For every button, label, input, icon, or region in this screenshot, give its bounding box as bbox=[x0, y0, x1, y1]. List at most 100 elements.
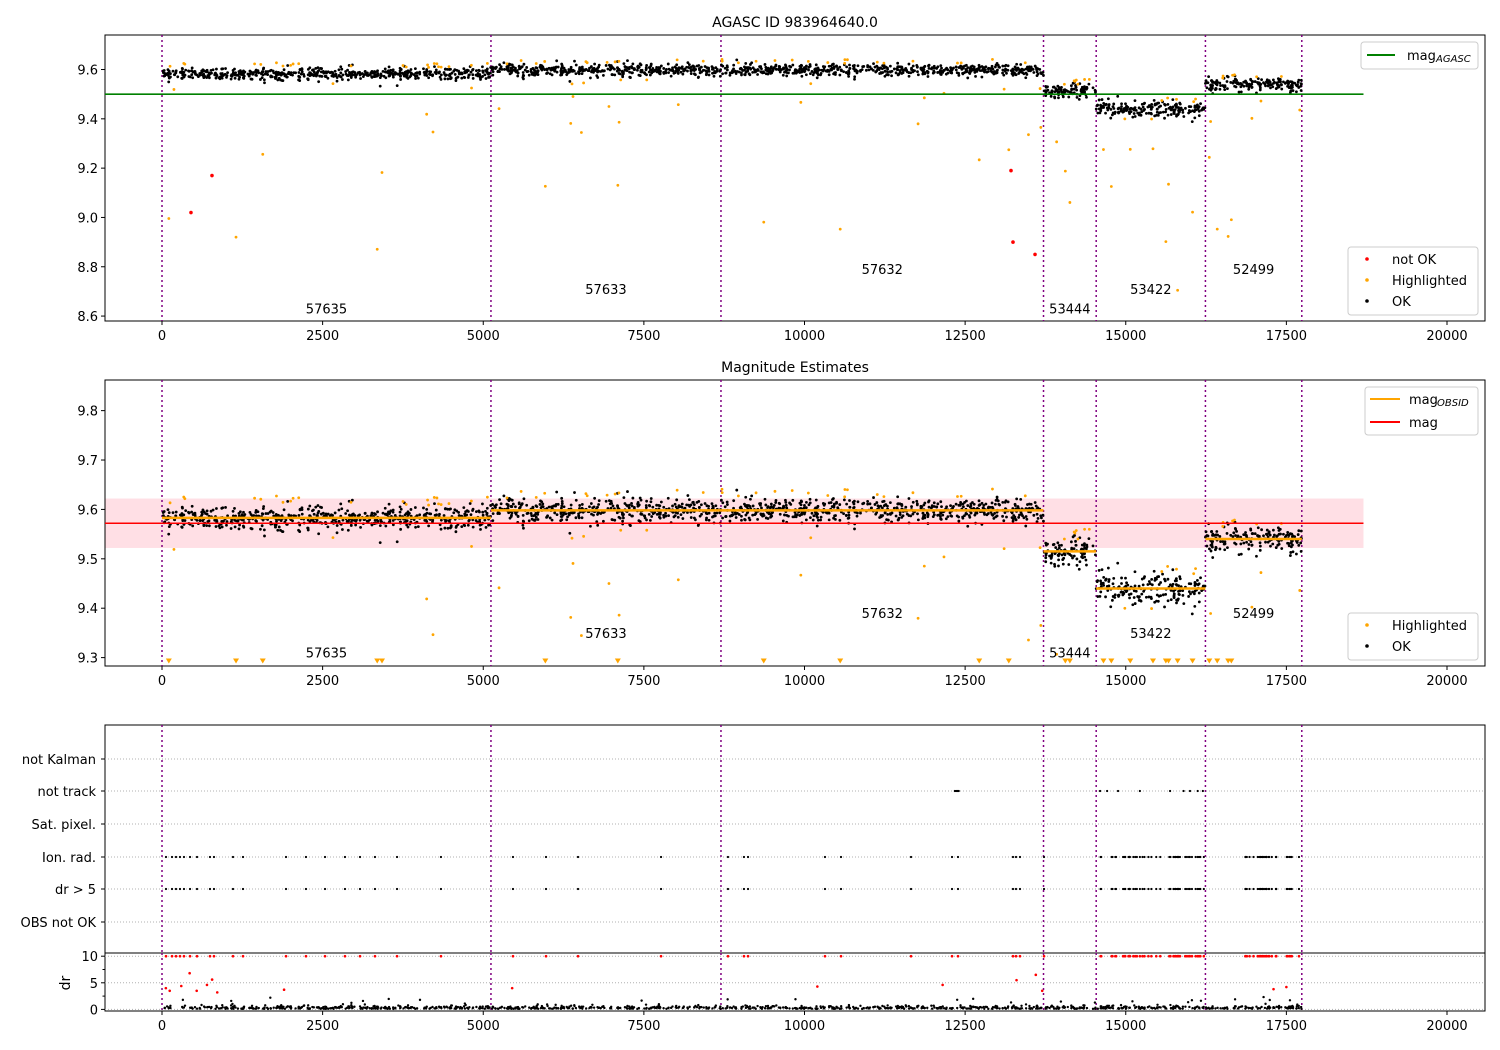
ok-point bbox=[705, 516, 708, 520]
highlighted-point bbox=[1102, 148, 1105, 151]
highlighted-point bbox=[404, 65, 408, 69]
ok-point bbox=[777, 501, 781, 505]
ok-point bbox=[832, 504, 836, 508]
ok-point bbox=[921, 515, 925, 519]
ok-point bbox=[1157, 101, 1161, 105]
ok-point bbox=[815, 76, 819, 80]
ok-point bbox=[960, 67, 964, 71]
ok-point bbox=[335, 76, 339, 79]
dr-ok-point bbox=[454, 1005, 458, 1008]
ok-point bbox=[1072, 547, 1076, 551]
dr-flag bbox=[304, 887, 308, 891]
ok-point bbox=[1265, 528, 1269, 532]
ok-point bbox=[1133, 115, 1137, 118]
dr-flag bbox=[1124, 887, 1127, 891]
ok-point bbox=[1109, 116, 1113, 120]
ok-point bbox=[648, 504, 652, 508]
ok-point bbox=[264, 70, 268, 73]
ok-point bbox=[1131, 115, 1135, 119]
ok-point bbox=[1085, 563, 1088, 567]
ok-point bbox=[1155, 110, 1159, 114]
ok-point bbox=[310, 73, 314, 76]
ok-point bbox=[521, 523, 525, 527]
ok-point bbox=[964, 512, 968, 515]
ok-point bbox=[198, 72, 202, 75]
highlighted-point bbox=[1233, 518, 1236, 522]
ok-point bbox=[769, 70, 773, 74]
ok-point bbox=[1057, 91, 1060, 95]
ok-point bbox=[630, 502, 633, 505]
ok-point bbox=[530, 514, 534, 518]
highlighted-point bbox=[846, 488, 849, 492]
ok-point bbox=[389, 509, 393, 513]
ok-point bbox=[174, 71, 178, 75]
dr-ok-point bbox=[554, 1003, 557, 1007]
ok-point bbox=[517, 501, 521, 505]
ok-point bbox=[481, 65, 484, 69]
highlighted-point bbox=[1250, 116, 1254, 120]
highlighted-point bbox=[1175, 97, 1178, 101]
ok-point bbox=[982, 503, 986, 507]
ok-point bbox=[254, 514, 258, 518]
ok-point bbox=[1069, 91, 1073, 94]
ok-point bbox=[276, 513, 280, 517]
highlighted-point bbox=[675, 488, 679, 492]
highlighted-point bbox=[799, 573, 803, 577]
ok-point bbox=[1141, 105, 1145, 109]
ok-point bbox=[639, 63, 643, 67]
category-label: dr > 5 bbox=[55, 883, 96, 898]
ok-point bbox=[1040, 516, 1043, 520]
ok-point bbox=[1128, 107, 1132, 111]
not-track-flag bbox=[1106, 789, 1109, 793]
ok-point bbox=[446, 507, 449, 511]
highlighted-point bbox=[275, 494, 278, 498]
ok-point bbox=[489, 71, 492, 75]
ok-point bbox=[1035, 520, 1039, 524]
highlighted-point bbox=[619, 78, 623, 82]
ok-point bbox=[458, 71, 462, 75]
ok-point bbox=[932, 66, 936, 70]
ion-rad-flag bbox=[174, 855, 178, 859]
ok-point bbox=[538, 65, 542, 69]
ok-point bbox=[886, 70, 890, 74]
ok-point bbox=[848, 499, 851, 502]
ok-point bbox=[469, 513, 473, 517]
ok-point bbox=[574, 516, 578, 520]
ok-point bbox=[1299, 550, 1303, 553]
ok-point bbox=[261, 518, 265, 522]
ok-point bbox=[167, 69, 171, 73]
ok-point bbox=[714, 504, 718, 508]
ok-point bbox=[438, 523, 442, 527]
ok-point bbox=[1239, 542, 1243, 546]
ok-point bbox=[506, 67, 510, 71]
ok-point bbox=[348, 513, 351, 517]
ok-point bbox=[1150, 577, 1154, 581]
ok-point bbox=[302, 72, 306, 76]
ok-point bbox=[609, 67, 613, 71]
highlighted-point bbox=[806, 491, 810, 495]
ok-point bbox=[777, 68, 781, 72]
ok-point bbox=[423, 73, 427, 77]
ok-point bbox=[1243, 80, 1247, 84]
ok-point bbox=[462, 523, 466, 527]
highlighted-clipped-marker bbox=[1189, 658, 1196, 664]
highlighted-point bbox=[259, 497, 263, 501]
plot-dr bbox=[104, 952, 1486, 1012]
ok-point bbox=[1166, 599, 1170, 603]
ion-rad-flag bbox=[1252, 855, 1255, 859]
highlighted-point bbox=[1233, 73, 1236, 77]
ok-point bbox=[713, 514, 717, 518]
ok-point bbox=[721, 64, 725, 68]
ion-rad-flag bbox=[659, 855, 663, 859]
ok-point bbox=[481, 69, 485, 73]
ok-point bbox=[862, 501, 866, 505]
legend-marker bbox=[1365, 257, 1369, 261]
highlighted-point bbox=[380, 171, 384, 174]
ok-point bbox=[1250, 532, 1254, 536]
ok-point bbox=[167, 76, 171, 80]
y-tick-label: 9.8 bbox=[77, 405, 98, 420]
ok-point bbox=[349, 524, 353, 527]
legend-marker bbox=[1365, 623, 1369, 627]
ok-point bbox=[261, 507, 265, 511]
ok-point bbox=[774, 67, 778, 71]
